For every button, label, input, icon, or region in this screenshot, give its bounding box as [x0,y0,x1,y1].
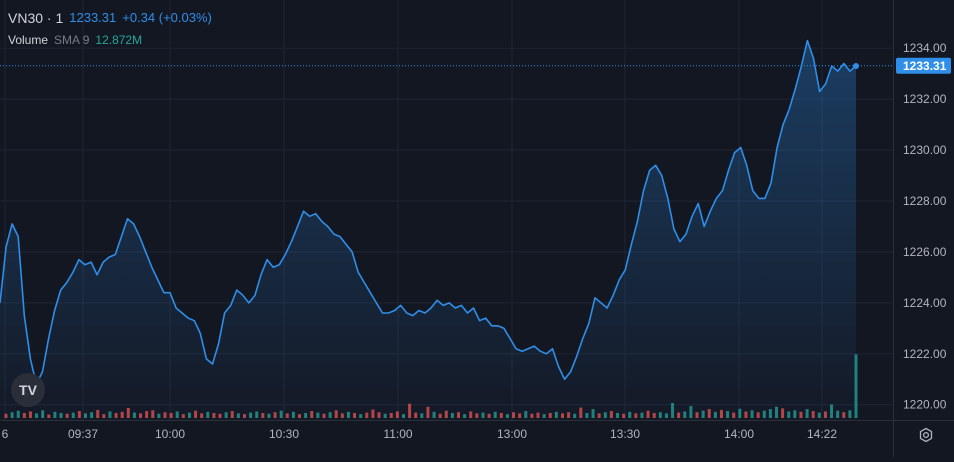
last-price-value: 1233.31 [69,10,117,25]
gear-icon[interactable] [916,425,936,445]
x-tick-label: 14:22 [807,427,837,441]
y-tick-label: 1220.00 [903,398,947,412]
x-tick-label: 11:00 [383,427,412,441]
last-price-marker [853,63,859,70]
y-tick-label: 1222.00 [903,347,947,361]
tradingview-logo-icon[interactable]: TV [11,373,45,407]
y-tick-label: 1224.00 [903,296,947,310]
price-change-value: +0.34 (+0.03%) [122,10,212,25]
price-area-fill [0,40,856,420]
symbol-label[interactable]: VN30 · 1 [8,10,64,26]
volume-label[interactable]: Volume [8,33,49,47]
price-area [0,39,857,420]
legend-symbol-row: VN30 · 1 1233.31 +0.34 (+0.03%) [8,10,212,26]
x-tick-label: 10:30 [269,427,299,441]
last-price-tag-label: 1233.31 [903,59,947,73]
y-tick-label: 1230.00 [903,143,947,157]
x-tick-label: 10:00 [155,427,185,441]
price-line [0,39,857,386]
x-tick-label: 09:37 [68,427,98,441]
sma-label: SMA 9 [54,33,90,47]
y-tick-label: 1228.00 [903,194,947,208]
x-tick-label: 13:30 [610,427,640,441]
chart-legend: VN30 · 1 1233.31 +0.34 (+0.03%) Volume S… [8,10,212,54]
x-tick-label: 13:00 [497,427,527,441]
volume-value: 12.872M [95,33,143,47]
y-tick-label: 1226.00 [903,245,947,259]
x-tick-label: 14:00 [724,427,754,441]
y-tick-label: 1232.00 [903,92,947,106]
y-tick-label: 1234.00 [903,41,947,55]
x-tick-label: 6 [2,427,9,441]
last-price-overlay: 1233.31 [0,57,951,74]
last-price-tag [896,57,951,74]
legend-volume-row: Volume SMA 9 12.872M [8,32,212,48]
